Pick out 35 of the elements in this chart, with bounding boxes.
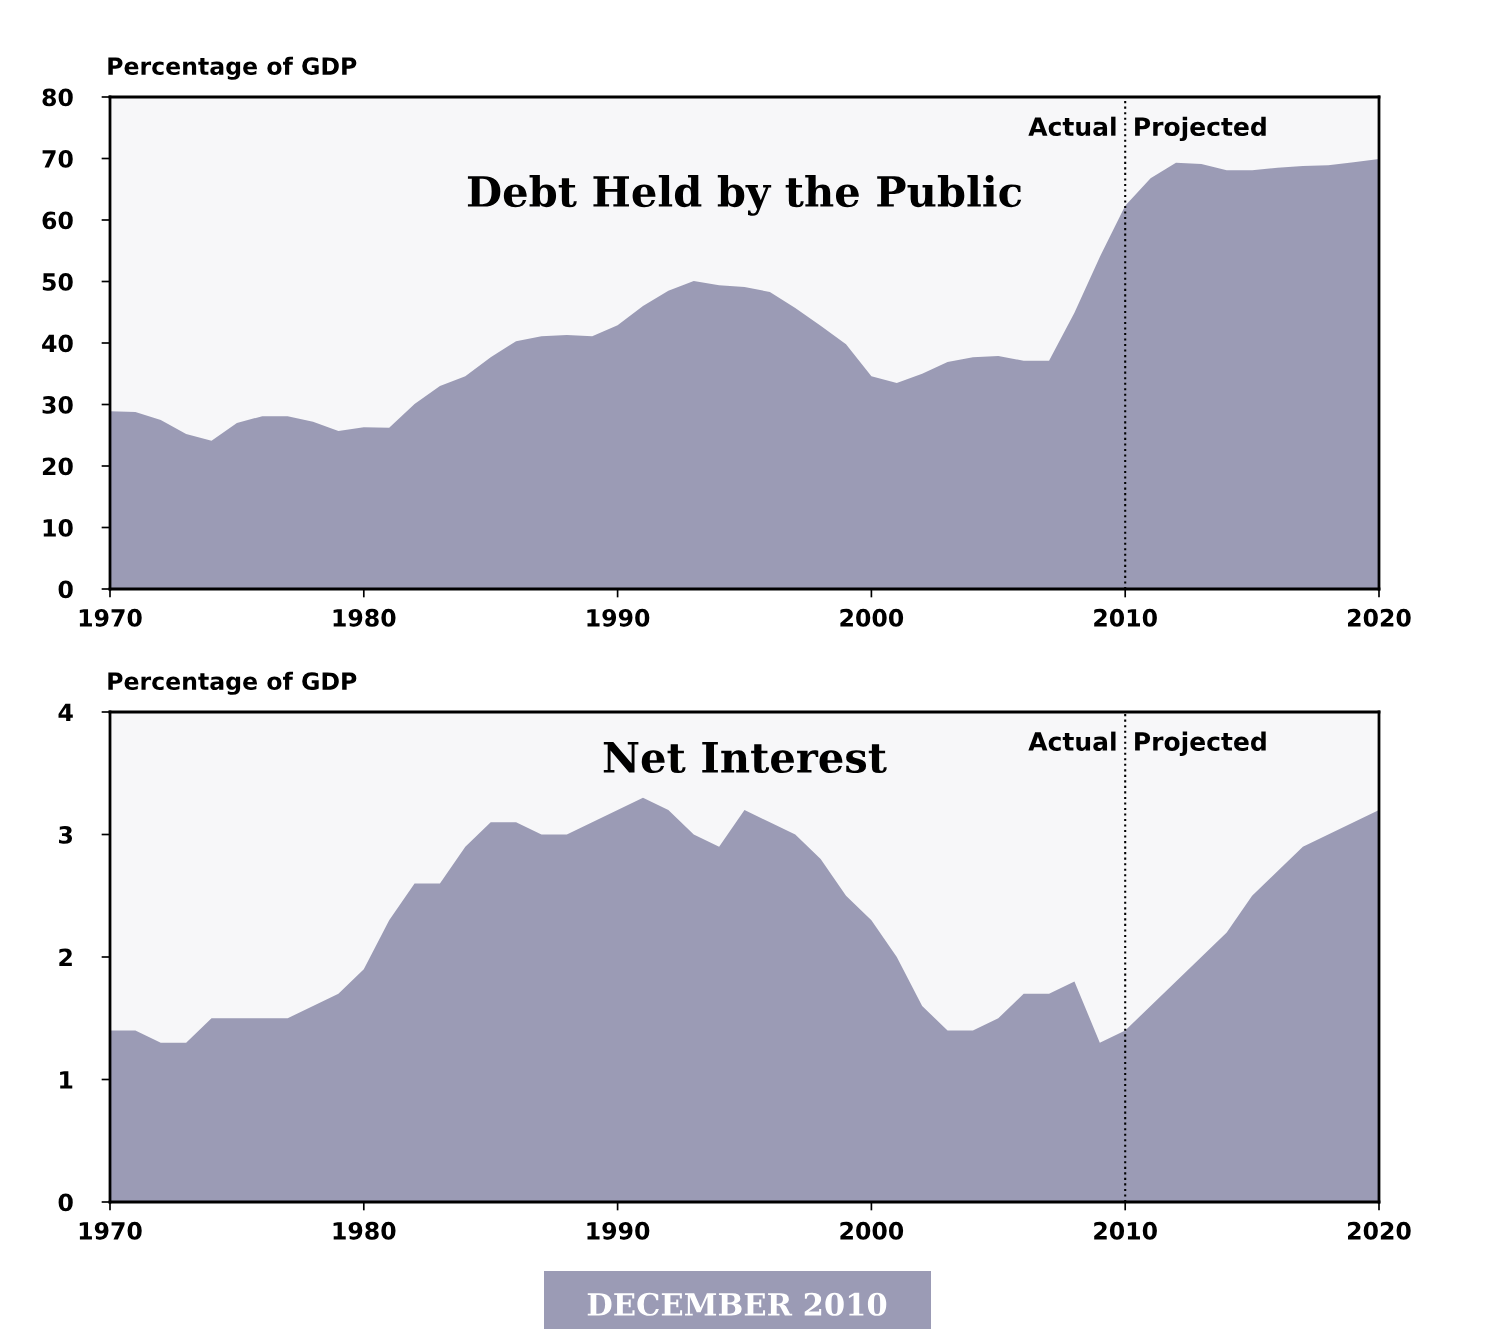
annotation: Projected xyxy=(1135,116,1266,142)
x-tick-label: 2020 xyxy=(1348,608,1411,627)
x-tick-label: 2020 xyxy=(1348,1221,1411,1240)
y-axis-title: Percentage of GDP xyxy=(108,671,357,695)
x-tick-label: 1970 xyxy=(79,1221,142,1240)
x-tick-label: 2010 xyxy=(1094,608,1157,627)
y-tick-label: 20 xyxy=(42,457,73,476)
y-tick-label: 1 xyxy=(60,1071,73,1089)
x-tick-label: 1990 xyxy=(587,1221,650,1240)
text: DECEMBER 2010 xyxy=(587,1292,887,1316)
annotation: Projected xyxy=(1135,731,1266,756)
y-tick-label: 3 xyxy=(59,825,73,844)
x-tick-label: 2000 xyxy=(840,1221,904,1240)
y-axis-title: Percentage of GDP xyxy=(108,56,357,80)
y-tick-label: 70 xyxy=(42,149,73,168)
y-tick-label: 30 xyxy=(42,395,73,414)
annotation: Actual xyxy=(1028,116,1116,137)
y-tick-label: 60 xyxy=(42,211,73,230)
y-tick-label: 50 xyxy=(42,272,73,291)
y-tick-label: 80 xyxy=(42,88,73,107)
y-tick-label: 0 xyxy=(58,580,73,599)
y-tick-label: 0 xyxy=(58,1193,73,1212)
x-tick-label: 2000 xyxy=(840,608,904,627)
y-tick-label: 10 xyxy=(43,518,73,537)
y-tick-label: 2 xyxy=(59,948,72,966)
annotation: Actual xyxy=(1028,731,1116,751)
text: Net Interest xyxy=(603,742,887,774)
y-tick-label: 4 xyxy=(58,703,73,721)
y-tick-label: 40 xyxy=(42,334,73,353)
x-tick-label: 1970 xyxy=(79,608,142,627)
x-tick-label: 1980 xyxy=(333,1221,396,1240)
x-tick-label: 1980 xyxy=(333,608,396,627)
text: Debt Held by the Public xyxy=(467,174,1022,216)
x-tick-label: 2010 xyxy=(1094,1221,1157,1240)
x-tick-label: 1990 xyxy=(587,608,650,627)
